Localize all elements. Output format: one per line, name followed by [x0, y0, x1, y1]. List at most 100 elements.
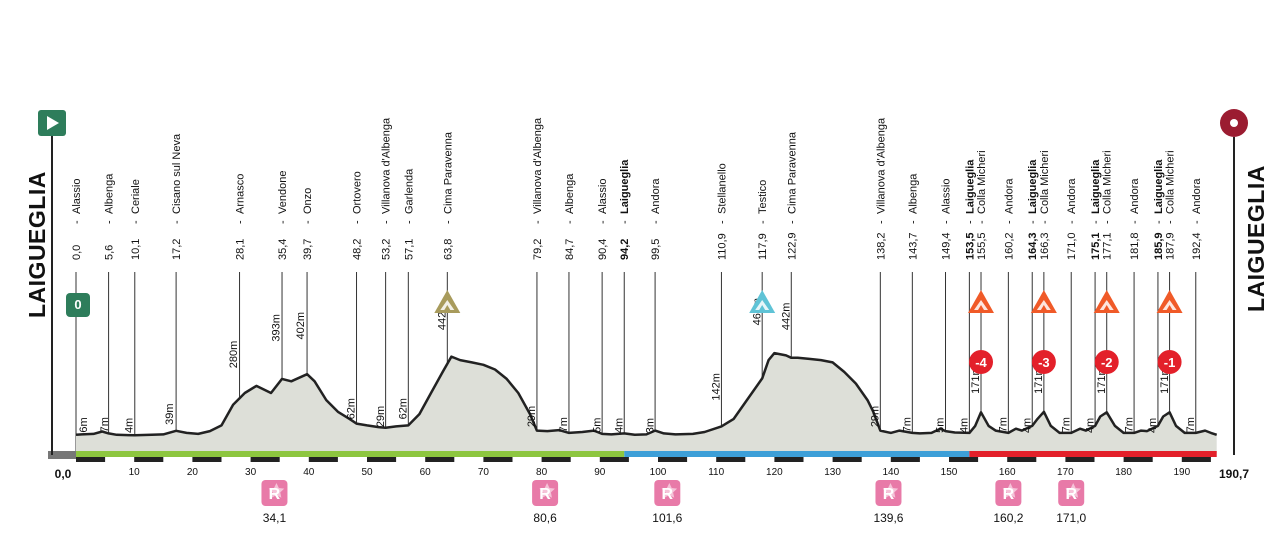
waypoint-name: Villanova d'Albenga: [875, 117, 887, 214]
bar-alt-block: [483, 457, 513, 462]
waypoint: 171,0 Andora -: [1066, 178, 1078, 260]
waypoint-name: Cisano sul Neva: [171, 133, 183, 214]
waypoint-km: 48,2: [352, 239, 364, 260]
profile-area: [76, 353, 1217, 453]
waypoint-km: 94,2: [619, 239, 631, 260]
sprint-star: [539, 483, 555, 498]
laps-badge-circle: [1157, 350, 1182, 374]
waypoint-name: Albenga: [907, 173, 919, 214]
waypoint-km: 17,2: [171, 239, 183, 260]
waypoint-name: Alassio: [597, 179, 609, 214]
waypoint-separator: -: [757, 220, 769, 224]
bar-segment: [76, 451, 625, 457]
waypoint-separator: -: [532, 220, 544, 224]
waypoint-name: Andora: [1003, 178, 1015, 214]
sprint-icon-letter: R: [662, 486, 674, 503]
bar-alt-block: [1181, 457, 1211, 462]
climb-peak-inner: [1166, 305, 1173, 310]
waypoint: 122,9 Cima Paravenna -: [786, 131, 798, 260]
waypoint-name: Onzo: [302, 188, 314, 214]
waypoint: 48,2 Ortovero -: [352, 171, 364, 260]
finish-town-title: LAIGUEGLIA: [1243, 165, 1269, 312]
sprint-icon-letter: R: [1003, 486, 1015, 503]
sprint-km-label: 80,6: [533, 511, 557, 525]
climb-marker-icon: [1093, 290, 1120, 313]
waypoint: 187,9 Colla Micheri -: [1165, 150, 1177, 260]
bar-alt-block: [541, 457, 571, 462]
waypoint-separator: -: [1102, 220, 1114, 224]
finish-dot-icon: [1230, 119, 1238, 127]
x-tick-label: 80: [536, 467, 548, 478]
elevation-label: 29m: [526, 406, 538, 427]
waypoint-name: Laigueglia: [964, 159, 976, 214]
elevation-label: 62m: [346, 398, 358, 419]
waypoint-separator: -: [130, 220, 142, 224]
waypoint-name: Vendone: [277, 171, 289, 214]
waypoint-km: 122,9: [786, 232, 798, 260]
elevation-label: 4m: [1084, 418, 1096, 433]
laps-badge-label: -3: [1038, 355, 1050, 370]
waypoint-km: 79,2: [532, 239, 544, 260]
waypoint-separator: -: [403, 220, 415, 224]
bar-alt-block: [76, 457, 106, 462]
waypoint: 185,9 Laigueglia -: [1153, 159, 1165, 260]
waypoint-separator: -: [597, 220, 609, 224]
elevation-label: 4m: [613, 418, 625, 433]
waypoint-separator: -: [907, 220, 919, 224]
waypoint-separator: -: [1153, 220, 1165, 224]
waypoint: 10,1 Ceriale -: [130, 179, 142, 260]
sprint-marker: R 34,1: [261, 480, 288, 525]
waypoint-name: Ortovero: [352, 171, 364, 214]
waypoint: 17,2 Cisano sul Neva -: [171, 133, 183, 260]
elevation-label: 4m: [1021, 418, 1033, 433]
climb-marker-icon: [434, 290, 461, 313]
sprint-star: [268, 483, 285, 498]
waypoint-km: 35,4: [277, 239, 289, 260]
bar-alt-block: [949, 457, 979, 462]
elevation-label: 393m: [271, 314, 283, 342]
waypoint-km: 192,4: [1191, 232, 1203, 260]
bar-segment: [624, 451, 970, 457]
waypoint-km: 160,2: [1003, 232, 1015, 260]
start-badge-label: 0: [74, 297, 81, 312]
sprint-marker: R 160,2: [993, 480, 1024, 525]
sprint-icon-letter: R: [269, 486, 281, 503]
laps-badge-label: -1: [1164, 355, 1176, 370]
bar-alt-block: [1123, 457, 1153, 462]
waypoint-km: 181,8: [1129, 232, 1141, 260]
sprint-star: [882, 483, 899, 498]
waypoint-name: Cima Paravenna: [786, 131, 798, 214]
waypoint-separator: -: [1027, 220, 1039, 224]
waypoint: 153,5 Laigueglia -: [964, 159, 976, 260]
waypoint-separator: -: [619, 220, 631, 224]
waypoint-separator: -: [716, 220, 728, 224]
waypoint: 192,4 Andora -: [1191, 178, 1203, 260]
waypoint-separator: -: [381, 220, 393, 224]
elevation-label: 7m: [902, 417, 914, 432]
waypoint-km: 53,2: [381, 239, 393, 260]
laps-badge-label: -4: [975, 355, 987, 370]
x-tick-label: 150: [941, 467, 958, 478]
waypoint-name: Andora: [1191, 178, 1203, 214]
waypoint-km: 171,0: [1066, 232, 1078, 260]
climb-peak-inner: [978, 305, 985, 310]
waypoint-km: 187,9: [1165, 232, 1177, 260]
elevation-label: 62m: [398, 398, 410, 419]
elevation-label: 280m: [228, 341, 240, 369]
elevation-label: 7m: [558, 417, 570, 432]
waypoint-separator: -: [104, 220, 116, 224]
waypoint-km: 0,0: [71, 245, 83, 260]
climb-peak-inner: [1103, 305, 1110, 310]
elevation-label: 29m: [870, 406, 882, 427]
waypoint-separator: -: [352, 220, 364, 224]
waypoint-km: 10,1: [130, 239, 142, 260]
elevation-label: 7m: [99, 417, 111, 432]
elevation-label: 7m: [1123, 417, 1135, 432]
x-tick-label: 50: [361, 467, 373, 478]
x-tick-label: 90: [594, 467, 606, 478]
laps-badge-label: -2: [1101, 355, 1113, 370]
waypoint-separator: -: [650, 220, 662, 224]
waypoint-separator: -: [277, 220, 289, 224]
waypoint: 63,8 Cima Paravenna -: [442, 131, 454, 260]
